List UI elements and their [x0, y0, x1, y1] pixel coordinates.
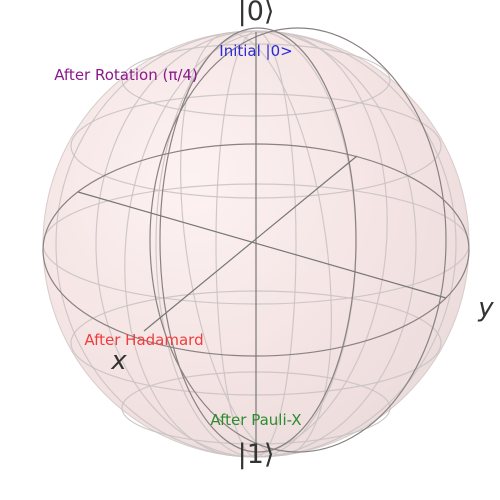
pole-bottom-label: |1⟩ [238, 439, 275, 470]
annotation-rotation: After Rotation (π/4) [54, 66, 198, 84]
pole-top-label: |0⟩ [238, 0, 275, 27]
x-axis-label: x [110, 346, 127, 376]
meridian-circle-b [149, 27, 447, 453]
sphere-meridians [55, 30, 457, 458]
annotation-pauli-x: After Pauli-X [210, 411, 301, 429]
y-axis-label: y [477, 293, 494, 323]
annotation-hadamard: After Hadamard [84, 331, 203, 349]
meridian-circle-a [159, 27, 357, 453]
y-axis-line [143, 155, 358, 332]
x-axis-line [77, 191, 447, 299]
annotation-initial: Initial |0> [219, 42, 292, 60]
axes [77, 32, 447, 456]
